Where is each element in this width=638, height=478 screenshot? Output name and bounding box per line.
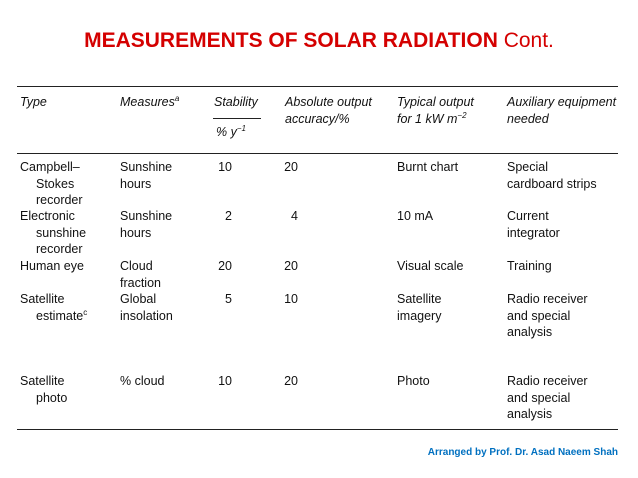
row-1-aux: Special cardboard strips (507, 160, 597, 191)
row-3-aux: Training (507, 259, 552, 273)
row-5-aux: Radio receiver and special analysis (507, 374, 588, 421)
header-auxiliary: Auxiliary equipment needed (507, 95, 617, 126)
row-4-typical: Satellite imagery (397, 292, 442, 323)
row-3-measures: Cloud fraction (120, 259, 161, 290)
row-1-typical: Burnt chart (397, 160, 459, 174)
row-4-type: Satellite estimatec (20, 292, 88, 323)
row-1-measures: Sunshine hours (120, 160, 173, 191)
row-5-accuracy: 20 (284, 374, 298, 388)
header-typical-output: Typical output for 1 kW m−2 (397, 95, 474, 126)
stability-header-rule (213, 118, 261, 119)
row-2-typical: 10 mA (397, 209, 434, 223)
header-measures: Measuresa (120, 93, 180, 109)
credit-line: Arranged by Prof. Dr. Asad Naeem Shah (427, 447, 618, 458)
row-5-type: Satellite photo (20, 374, 68, 405)
row-2-stability: 2 (225, 209, 232, 223)
table-top-rule (17, 86, 618, 87)
slide-title: MEASUREMENTS OF SOLAR RADIATION Cont. (0, 28, 638, 54)
row-3-type: Human eye (20, 259, 84, 273)
header-type: Type (20, 95, 47, 109)
table-header-rule (17, 153, 618, 154)
row-2-accuracy: 4 (291, 209, 298, 223)
row-4-measures: Global insolation (120, 292, 173, 323)
row-2-aux: Current integrator (507, 209, 560, 240)
row-2-measures: Sunshine hours (120, 209, 173, 240)
slide-title-cont: Cont. (503, 29, 554, 52)
row-4-aux: Radio receiver and special analysis (507, 292, 588, 339)
row-5-typical: Photo (397, 374, 430, 388)
row-3-typical: Visual scale (397, 259, 464, 273)
header-stability: Stability (214, 95, 258, 109)
row-3-stability: 20 (218, 259, 232, 273)
header-accuracy: Absolute output accuracy/% (285, 95, 372, 126)
header-stability-unit: % y−1 (216, 123, 246, 139)
row-4-stability: 5 (225, 292, 232, 306)
row-2-type: Electronic sunshine recorder (20, 209, 87, 256)
row-1-type: Campbell– Stokes recorder (20, 160, 83, 207)
row-4-accuracy: 10 (284, 292, 298, 306)
row-5-measures: % cloud (120, 374, 165, 388)
slide-title-main: MEASUREMENTS OF SOLAR RADIATION (84, 29, 498, 52)
table-bottom-rule (17, 429, 618, 430)
row-1-stability: 10 (218, 160, 232, 174)
row-3-accuracy: 20 (284, 259, 298, 273)
row-5-stability: 10 (218, 374, 232, 388)
row-1-accuracy: 20 (284, 160, 298, 174)
